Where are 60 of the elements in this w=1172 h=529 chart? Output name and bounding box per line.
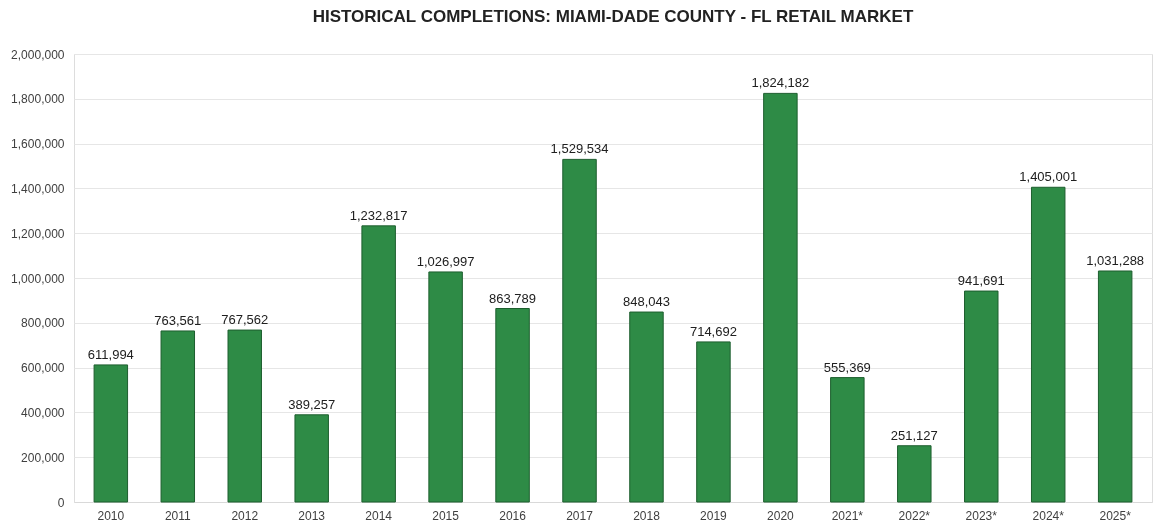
data-label: 714,692 xyxy=(689,323,737,339)
x-tick-label: 2024* xyxy=(1032,508,1065,523)
bar xyxy=(361,225,396,503)
data-label: 767,562 xyxy=(221,312,269,328)
y-tick-label: 600,000 xyxy=(21,361,65,376)
bar xyxy=(428,271,463,503)
x-tick-label: 2013 xyxy=(298,508,326,523)
y-tick-label: 0 xyxy=(57,495,65,510)
bar xyxy=(830,377,865,503)
x-tick-label: 2014 xyxy=(365,508,393,523)
data-label: 763,561 xyxy=(154,312,202,328)
data-label: 251,127 xyxy=(890,427,938,443)
x-tick-label: 2018 xyxy=(633,508,661,523)
data-label: 555,369 xyxy=(823,359,871,375)
bar xyxy=(227,329,262,503)
x-tick-label: 2020 xyxy=(767,508,795,523)
data-label: 863,789 xyxy=(489,290,537,306)
x-tick-label: 2012 xyxy=(231,508,259,523)
data-label: 1,031,288 xyxy=(1086,252,1145,268)
bar xyxy=(1097,270,1133,503)
y-tick-label: 1,800,000 xyxy=(11,92,65,107)
x-tick-label: 2019 xyxy=(700,508,728,523)
bar xyxy=(93,364,129,503)
y-tick-label: 1,200,000 xyxy=(11,226,65,241)
bar xyxy=(629,311,664,503)
data-label: 389,257 xyxy=(288,396,336,412)
bar xyxy=(696,341,731,503)
bar xyxy=(1030,186,1066,503)
x-tick-label: 2023* xyxy=(965,508,998,523)
bar xyxy=(160,330,196,503)
data-label: 1,405,001 xyxy=(1019,169,1078,185)
y-tick-label: 1,400,000 xyxy=(11,181,65,196)
x-tick-label: 2011 xyxy=(164,508,192,523)
bar xyxy=(763,92,798,503)
y-tick-label: 1,000,000 xyxy=(11,271,65,286)
data-label: 1,232,817 xyxy=(349,207,408,223)
x-tick-label: 2017 xyxy=(566,508,594,523)
chart-title: HISTORICAL COMPLETIONS: MIAMI-DADE COUNTY - FL RETAIL MARKET xyxy=(312,7,914,26)
data-label: 611,994 xyxy=(87,346,134,362)
x-tick-label: 2021* xyxy=(831,508,864,523)
y-tick-label: 1,600,000 xyxy=(11,137,65,152)
data-label: 1,824,182 xyxy=(751,75,810,91)
y-tick-label: 400,000 xyxy=(21,405,65,420)
x-tick-label: 2022* xyxy=(898,508,931,523)
bar xyxy=(495,308,530,503)
bar xyxy=(294,414,329,503)
y-tick-label: 800,000 xyxy=(21,316,65,331)
x-tick-label: 2010 xyxy=(97,508,125,523)
data-label: 941,691 xyxy=(957,273,1005,289)
bar xyxy=(562,158,597,503)
x-tick-label: 2015 xyxy=(432,508,460,523)
bar xyxy=(964,290,999,503)
data-label: 1,026,997 xyxy=(416,253,475,269)
data-label: 1,529,534 xyxy=(550,141,609,157)
x-tick-label: 2016 xyxy=(499,508,527,523)
y-tick-label: 2,000,000 xyxy=(11,47,65,62)
bar xyxy=(897,445,932,503)
x-tick-label: 2025* xyxy=(1099,508,1132,523)
data-label: 848,043 xyxy=(622,294,670,310)
y-tick-label: 200,000 xyxy=(21,450,65,465)
